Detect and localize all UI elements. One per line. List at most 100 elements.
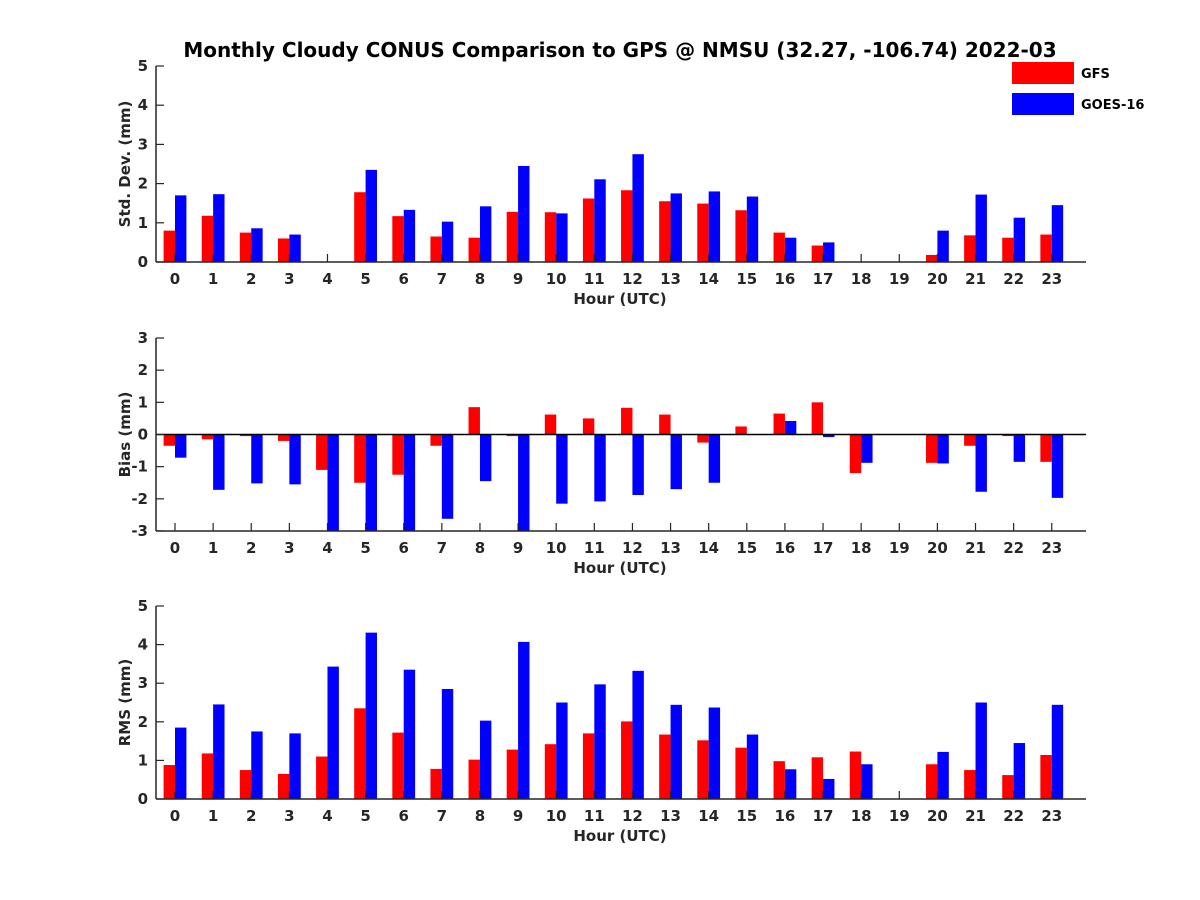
x-tick-label: 3	[284, 539, 294, 557]
y-tick-label: 1	[138, 393, 148, 411]
legend-label-gfs: GFS	[1081, 67, 1110, 82]
bar-goes-16-hour-2	[251, 731, 263, 799]
bar-gfs-hour-12	[621, 721, 633, 799]
bar-goes-16-hour-15	[746, 196, 759, 262]
x-tick-label: 19	[889, 807, 910, 825]
bar-goes-16-hour-2	[251, 228, 263, 262]
x-tick-label: 14	[698, 539, 719, 557]
x-tick-label: 5	[360, 270, 370, 288]
y-tick-label: 3	[138, 135, 148, 153]
bar-gfs-hour-5	[354, 192, 366, 262]
bar-goes-16-hour-10	[556, 702, 568, 799]
x-tick-label: 18	[851, 270, 872, 288]
bar-gfs-hour-21	[964, 770, 976, 799]
x-tick-label: 17	[813, 807, 834, 825]
bar-goes-16-hour-18	[861, 434, 873, 463]
bar-gfs-hour-17	[811, 402, 824, 435]
bar-gfs-hour-11	[582, 733, 595, 799]
series-gfs	[163, 402, 1052, 483]
legend-swatch-gfs	[1012, 62, 1074, 84]
x-tick-label: 12	[622, 539, 643, 557]
bar-gfs-hour-16	[773, 761, 785, 799]
bar-gfs-hour-4	[316, 434, 328, 470]
bar-goes-16-hour-2	[251, 434, 263, 484]
x-tick-label: 6	[399, 539, 409, 557]
bar-goes-16-hour-22	[1013, 743, 1026, 799]
bar-gfs-hour-9	[506, 211, 519, 262]
bar-gfs-hour-12	[621, 190, 633, 262]
x-tick-label: 11	[584, 539, 605, 557]
bar-goes-16-hour-14	[708, 707, 721, 799]
x-tick-label: 9	[513, 539, 523, 557]
bar-gfs-hour-2	[239, 434, 252, 437]
bar-goes-16-hour-5	[365, 169, 377, 262]
bar-gfs-hour-3	[277, 238, 290, 262]
x-tick-label: 14	[698, 270, 719, 288]
bar-gfs-hour-2	[239, 232, 252, 262]
bar-gfs-hour-17	[811, 757, 824, 799]
y-tick-label: 5	[138, 597, 148, 615]
bar-goes-16-hour-13	[670, 434, 682, 490]
bar-gfs-hour-15	[735, 747, 747, 799]
x-tick-label: 7	[437, 807, 447, 825]
bar-gfs-hour-7	[430, 768, 442, 799]
bar-goes-16-hour-16	[784, 769, 797, 799]
y-axis-label: Std. Dev. (mm)	[116, 101, 134, 228]
y-tick-label: 3	[138, 674, 148, 692]
bar-gfs-hour-21	[964, 434, 976, 446]
bar-goes-16-hour-11	[594, 434, 606, 502]
x-tick-label: 20	[927, 270, 948, 288]
y-tick-label: 4	[138, 96, 148, 114]
x-tick-label: 10	[546, 807, 567, 825]
x-tick-label: 2	[246, 270, 256, 288]
bar-goes-16-hour-23	[1051, 434, 1064, 498]
x-tick-label: 22	[1003, 807, 1024, 825]
bar-gfs-hour-17	[811, 245, 824, 262]
x-tick-label: 19	[889, 539, 910, 557]
bar-gfs-hour-22	[1002, 434, 1014, 437]
bar-goes-16-hour-21	[975, 702, 987, 799]
bar-goes-16-hour-17	[823, 434, 835, 438]
bar-gfs-hour-9	[506, 749, 519, 799]
x-tick-label: 22	[1003, 270, 1024, 288]
x-tick-label: 3	[284, 270, 294, 288]
chart-title: Monthly Cloudy CONUS Comparison to GPS @…	[183, 38, 1056, 62]
bar-gfs-hour-8	[468, 237, 480, 262]
series-goes-16	[175, 154, 1064, 262]
bar-gfs-hour-4	[316, 756, 328, 799]
x-tick-label: 9	[513, 807, 523, 825]
x-tick-label: 12	[622, 807, 643, 825]
bar-gfs-hour-13	[659, 734, 671, 799]
bar-gfs-hour-21	[964, 235, 976, 262]
bar-goes-16-hour-20	[937, 434, 949, 464]
bar-goes-16-hour-11	[594, 179, 606, 262]
bar-gfs-hour-14	[697, 740, 709, 799]
bar-goes-16-hour-20	[937, 230, 949, 262]
x-tick-label: 6	[399, 807, 409, 825]
bar-gfs-hour-20	[926, 764, 938, 799]
y-tick-label: 0	[138, 790, 148, 808]
bar-gfs-hour-16	[773, 413, 785, 435]
series-gfs	[163, 708, 1052, 799]
x-tick-label: 23	[1041, 807, 1062, 825]
bar-gfs-hour-13	[659, 414, 671, 435]
bar-gfs-hour-10	[544, 212, 557, 262]
x-tick-label: 14	[698, 807, 719, 825]
x-tick-label: 2	[246, 539, 256, 557]
bar-gfs-hour-0	[163, 230, 175, 262]
x-tick-label: 8	[475, 539, 485, 557]
x-tick-label: 3	[284, 807, 294, 825]
x-tick-label: 1	[208, 807, 218, 825]
y-tick-label: -2	[131, 490, 148, 508]
bar-gfs-hour-5	[354, 708, 366, 799]
x-tick-label: 13	[660, 539, 681, 557]
x-tick-label: 11	[584, 270, 605, 288]
bar-goes-16-hour-7	[441, 688, 454, 799]
x-tick-label: 2	[246, 807, 256, 825]
bar-gfs-hour-8	[468, 407, 480, 435]
bar-goes-16-hour-5	[365, 632, 377, 799]
bar-goes-16-hour-0	[175, 727, 187, 799]
x-tick-label: 19	[889, 270, 910, 288]
bar-gfs-hour-7	[430, 434, 442, 446]
